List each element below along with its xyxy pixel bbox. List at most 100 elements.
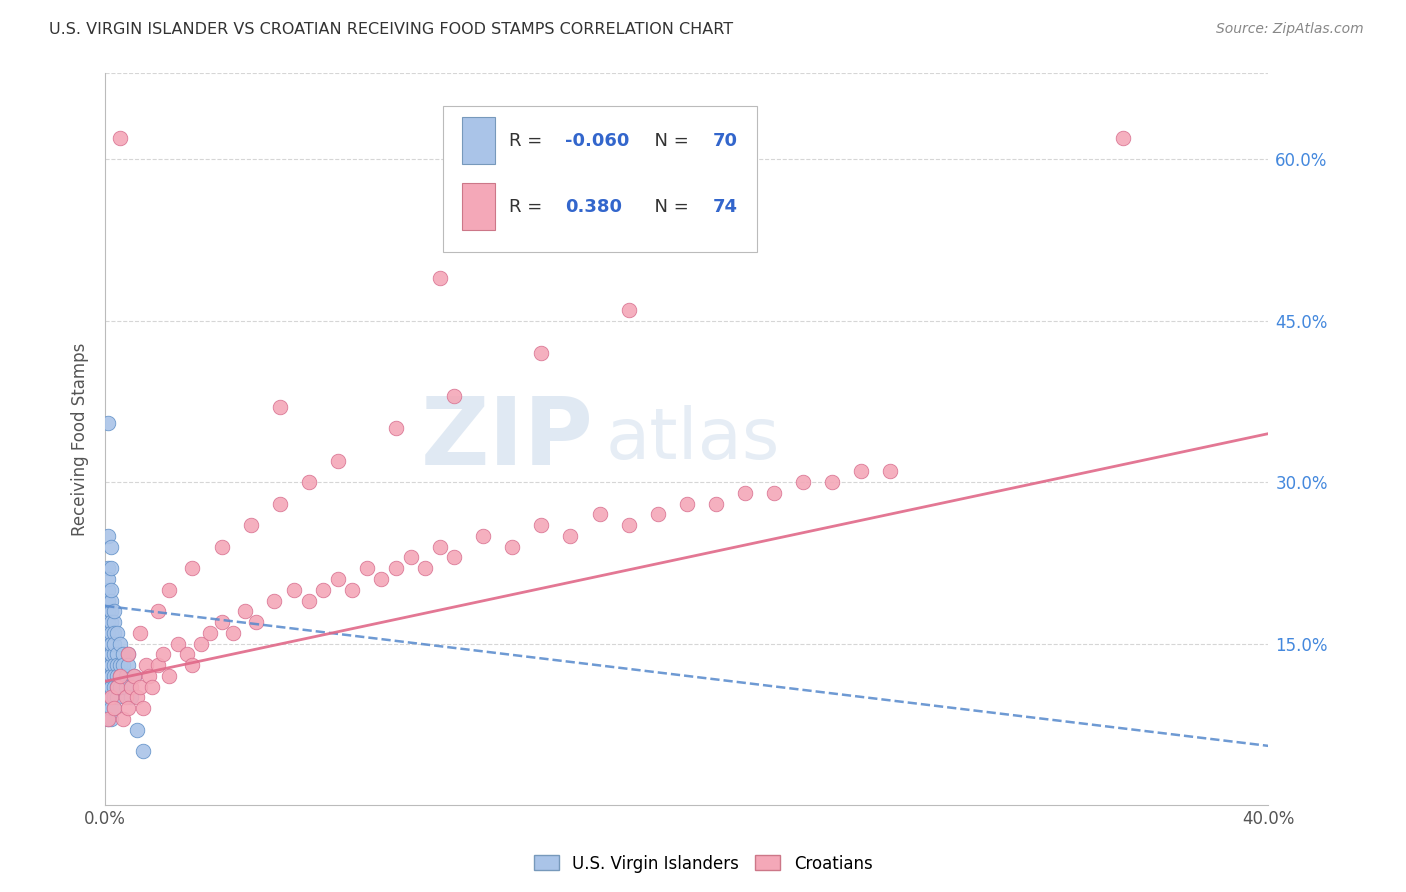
Point xyxy=(129,680,152,694)
Point xyxy=(100,658,122,673)
Point xyxy=(103,690,125,705)
Point xyxy=(245,615,267,629)
FancyBboxPatch shape xyxy=(443,106,756,252)
Point xyxy=(97,637,120,651)
Point xyxy=(167,637,190,651)
Point xyxy=(146,658,169,673)
Point xyxy=(326,453,349,467)
Point xyxy=(283,582,305,597)
Point xyxy=(560,529,582,543)
Point xyxy=(132,701,155,715)
Point xyxy=(100,648,122,662)
Point xyxy=(100,690,122,705)
FancyBboxPatch shape xyxy=(463,117,495,164)
Point xyxy=(342,582,364,597)
Text: R =: R = xyxy=(509,198,554,216)
Point xyxy=(530,518,553,533)
Point xyxy=(152,648,174,662)
Point xyxy=(97,658,120,673)
Point xyxy=(100,648,122,662)
Point xyxy=(117,658,139,673)
Point xyxy=(117,648,139,662)
Point xyxy=(100,637,122,651)
Point xyxy=(100,712,122,726)
Point xyxy=(105,680,128,694)
Point xyxy=(647,508,669,522)
Point xyxy=(117,648,139,662)
Legend: U.S. Virgin Islanders, Croatians: U.S. Virgin Islanders, Croatians xyxy=(527,848,879,880)
Point xyxy=(443,389,465,403)
Point xyxy=(100,561,122,575)
Point xyxy=(370,572,392,586)
Point xyxy=(399,550,422,565)
Point xyxy=(100,680,122,694)
Point xyxy=(211,615,233,629)
Point xyxy=(97,625,120,640)
Point xyxy=(181,561,204,575)
Point xyxy=(97,669,120,683)
Point xyxy=(105,669,128,683)
Point xyxy=(269,497,291,511)
Point xyxy=(103,701,125,715)
Point xyxy=(100,669,122,683)
Point xyxy=(385,561,408,575)
Point xyxy=(181,658,204,673)
Point xyxy=(103,604,125,618)
Point xyxy=(792,475,814,489)
Text: N =: N = xyxy=(643,198,695,216)
Point xyxy=(97,416,120,430)
Y-axis label: Receiving Food Stamps: Receiving Food Stamps xyxy=(72,343,89,536)
Point xyxy=(105,648,128,662)
Point xyxy=(198,625,221,640)
Point xyxy=(97,658,120,673)
Point xyxy=(762,486,785,500)
Point xyxy=(97,625,120,640)
Point xyxy=(100,593,122,607)
Text: 70: 70 xyxy=(713,132,737,150)
Point xyxy=(135,658,157,673)
Point xyxy=(97,529,120,543)
Point xyxy=(146,604,169,618)
Point xyxy=(111,648,134,662)
Point xyxy=(120,690,142,705)
Point xyxy=(105,690,128,705)
Point xyxy=(108,658,131,673)
Text: 0.380: 0.380 xyxy=(565,198,621,216)
Point xyxy=(132,744,155,758)
Point xyxy=(100,615,122,629)
Point xyxy=(472,529,495,543)
Point xyxy=(97,712,120,726)
Point xyxy=(443,550,465,565)
Point xyxy=(127,723,149,737)
Text: R =: R = xyxy=(509,132,548,150)
Point xyxy=(108,669,131,683)
Text: -0.060: -0.060 xyxy=(565,132,628,150)
Point xyxy=(501,540,523,554)
Point xyxy=(108,130,131,145)
Point xyxy=(157,582,180,597)
Text: ZIP: ZIP xyxy=(420,393,593,485)
Point xyxy=(117,701,139,715)
Point xyxy=(879,464,901,478)
Point xyxy=(429,270,451,285)
Point xyxy=(97,582,120,597)
Point xyxy=(356,561,378,575)
Point xyxy=(97,701,120,715)
Point xyxy=(413,561,436,575)
Point xyxy=(108,669,131,683)
Point xyxy=(326,572,349,586)
Point xyxy=(239,518,262,533)
Point xyxy=(588,508,610,522)
Point xyxy=(312,582,335,597)
Point xyxy=(233,604,256,618)
Point xyxy=(704,497,727,511)
Point xyxy=(103,648,125,662)
Point xyxy=(108,637,131,651)
Point xyxy=(97,572,120,586)
Point xyxy=(100,625,122,640)
Point xyxy=(103,701,125,715)
Point xyxy=(141,680,163,694)
Point xyxy=(108,680,131,694)
Point xyxy=(100,637,122,651)
Point xyxy=(103,658,125,673)
